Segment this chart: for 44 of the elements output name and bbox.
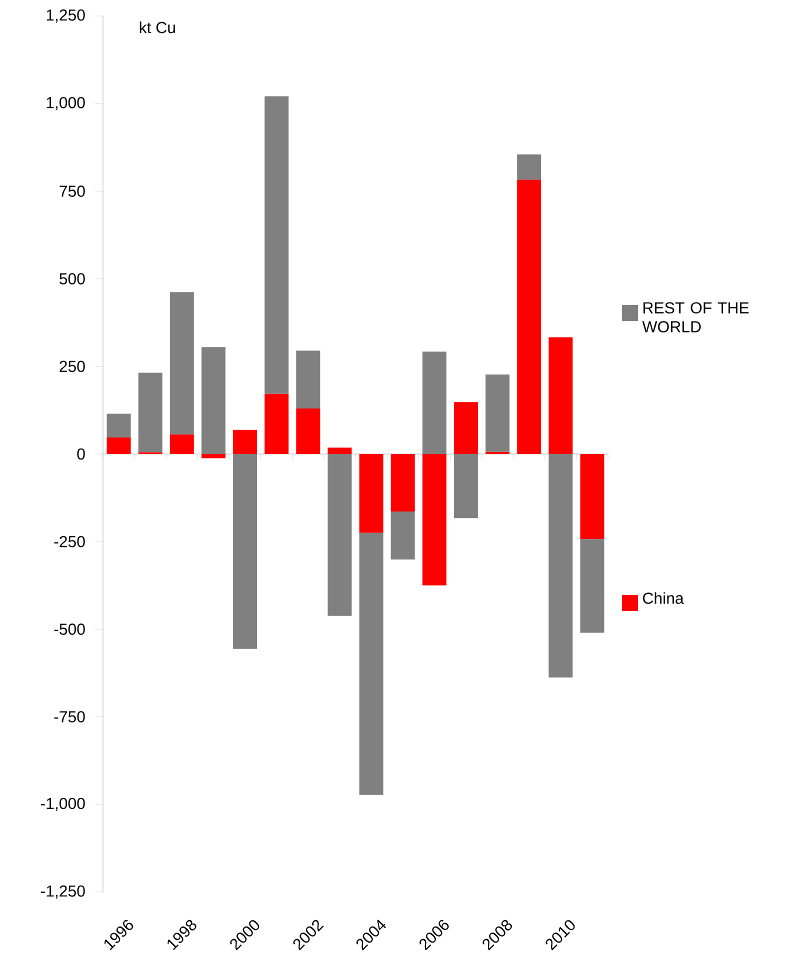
bar — [296, 350, 320, 408]
legend-label: China — [643, 592, 684, 604]
y-tick-label: 500 — [60, 273, 85, 284]
y-tick-label: 1,250 — [46, 9, 85, 23]
bar — [106, 438, 131, 454]
bar — [580, 539, 604, 633]
bar — [170, 434, 194, 454]
bar — [233, 430, 258, 454]
bar — [422, 352, 446, 454]
bar — [296, 408, 320, 454]
bar — [548, 337, 573, 454]
bar — [390, 511, 415, 560]
bar — [359, 454, 384, 533]
bar — [454, 454, 478, 518]
bar — [170, 292, 194, 434]
legend-label: REST OF THE WORLD — [642, 302, 749, 332]
y-tick-label: 250 — [60, 360, 85, 372]
bar — [106, 414, 131, 438]
y-tick-label: 1,000 — [46, 97, 85, 110]
bar — [422, 454, 446, 586]
bar — [517, 180, 542, 454]
bar — [233, 454, 258, 649]
bar — [580, 454, 604, 540]
bar — [138, 372, 162, 452]
y-axis-title: kt Cu — [140, 22, 175, 34]
y-tick-label: -750 — [54, 711, 85, 722]
y-tick-label: -250 — [54, 536, 85, 548]
bar — [328, 448, 352, 454]
bar — [517, 154, 542, 180]
bar — [201, 454, 226, 458]
y-tick-label: -1,250 — [40, 885, 85, 899]
bar — [328, 454, 352, 616]
bar — [264, 96, 289, 394]
y-tick-label: 0 — [77, 448, 85, 460]
bar — [548, 454, 573, 678]
bar — [454, 402, 478, 454]
bar — [390, 454, 415, 512]
y-tick-label: -1,000 — [40, 798, 85, 811]
y-tick-label: -500 — [54, 624, 85, 635]
bar — [359, 532, 384, 795]
bar — [486, 374, 510, 452]
bar — [264, 394, 289, 454]
y-tick-label: 750 — [60, 186, 85, 197]
bar — [201, 347, 226, 454]
